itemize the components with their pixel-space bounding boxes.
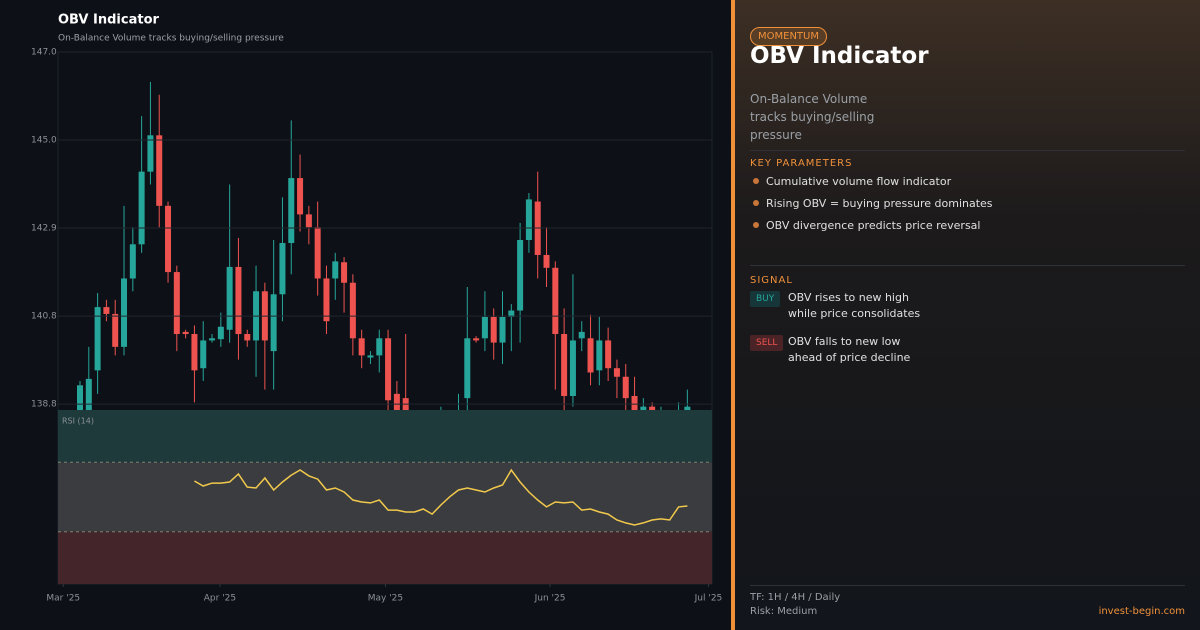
x-tick-label: Mar '25 — [46, 594, 80, 604]
param: Cumulative volume flow indicator — [766, 175, 952, 188]
candle-body — [631, 395, 638, 420]
candle-body — [349, 282, 356, 339]
candle-body — [569, 340, 576, 396]
rsi-overbought-zone — [58, 410, 712, 463]
separator — [750, 585, 1185, 586]
candle-body — [138, 171, 145, 245]
candle-body — [587, 338, 594, 373]
candle-body — [464, 338, 471, 399]
candle-body — [578, 331, 585, 339]
candle-body — [103, 307, 110, 314]
buy-tag: BUY — [750, 291, 781, 307]
candle-body — [209, 338, 216, 341]
candle-body — [217, 326, 224, 340]
candle-body — [393, 393, 400, 411]
chart: OBV Indicator On-Balance Volume tracks b… — [31, 13, 723, 604]
candle-body — [314, 227, 321, 279]
candle-body — [323, 278, 330, 322]
candle-body — [121, 278, 128, 347]
candle-body — [517, 240, 524, 311]
info-panel: MOMENTUM OBV Indicator On-Balance Volume… — [735, 0, 1200, 630]
candle-body — [182, 331, 189, 335]
x-tick-label: Apr '25 — [204, 594, 236, 604]
candle-body — [385, 338, 392, 401]
signal-text: OBV falls to new low ahead of price decl… — [788, 335, 911, 364]
candle-body — [499, 316, 506, 343]
candle-body — [77, 385, 84, 429]
x-tick-label: Jul '25 — [694, 594, 723, 604]
candle-body — [596, 340, 603, 371]
separator — [750, 150, 1185, 151]
x-tick-label: May '25 — [368, 594, 403, 604]
candle-body — [305, 214, 312, 228]
candle-body — [200, 340, 207, 369]
sell-tag: SELL — [750, 335, 784, 351]
panel-title: OBV Indicator — [750, 43, 929, 69]
candle-body — [191, 334, 198, 371]
candle-body — [684, 406, 691, 411]
divider — [731, 0, 735, 630]
candle-body — [605, 340, 612, 369]
candle-body — [173, 272, 180, 335]
candle-body — [226, 266, 233, 330]
rsi-line — [194, 468, 688, 526]
bullet — [753, 200, 759, 206]
candle-body — [297, 178, 304, 215]
section-heading: KEY PARAMETERS — [750, 158, 853, 169]
chart-title: OBV Indicator — [58, 13, 159, 28]
candle-body — [341, 262, 348, 283]
chart-subtitle: On-Balance Volume tracks buying/selling … — [58, 34, 284, 44]
candle-body — [94, 307, 101, 371]
candle-body — [525, 199, 532, 241]
y-tick-label: 147.0 — [31, 48, 57, 58]
candle-body — [481, 316, 488, 339]
param: Rising OBV = buying pressure dominates — [766, 197, 993, 210]
category-tag: MOMENTUM — [750, 27, 827, 46]
y-tick-label: 138.8 — [31, 400, 57, 410]
candle-body — [622, 376, 629, 399]
candle-body — [358, 338, 365, 356]
bullet — [753, 222, 759, 228]
candle-body — [147, 135, 154, 172]
candle-body — [279, 243, 286, 295]
candle-body — [129, 244, 136, 279]
candle-body — [112, 313, 119, 347]
x-tick-label: Jun '25 — [534, 594, 566, 604]
candle-body — [367, 355, 374, 358]
candle-body — [332, 261, 339, 279]
y-tick-label: 145.0 — [31, 136, 57, 146]
candle-body — [165, 205, 172, 273]
candle-body — [473, 338, 480, 341]
candle-body — [156, 135, 163, 206]
candle-body — [85, 378, 92, 420]
candle-body — [552, 267, 559, 335]
candle-body — [270, 294, 277, 352]
footer-text: Risk: Medium — [750, 606, 818, 617]
section-heading: SIGNAL — [750, 275, 793, 286]
candle-body — [561, 334, 568, 396]
footer-text: TF: 1H / 4H / Daily — [750, 592, 841, 603]
candle-body — [235, 266, 242, 335]
candle-body — [288, 178, 295, 244]
candle-body — [376, 338, 383, 356]
candle-body — [543, 254, 550, 268]
rsi-neutral-zone — [58, 462, 712, 532]
rsi-label: RSI (14) — [62, 417, 94, 426]
separator — [750, 265, 1185, 266]
candle-body — [490, 316, 497, 343]
param: OBV divergence predicts price reversal — [766, 219, 981, 232]
y-tick-label: 140.8 — [31, 312, 57, 322]
rsi-oversold-zone — [58, 531, 712, 584]
bullet — [753, 178, 759, 184]
y-tick-label: 142.9 — [31, 224, 57, 234]
site: invest-begin.com — [1098, 606, 1185, 617]
candle-body — [613, 368, 620, 377]
panel-description: On-Balance Volume tracks buying/selling … — [750, 92, 875, 142]
candle-body — [508, 310, 515, 317]
candle-body — [244, 334, 251, 341]
signal-text: OBV rises to new high while price consol… — [788, 291, 921, 320]
